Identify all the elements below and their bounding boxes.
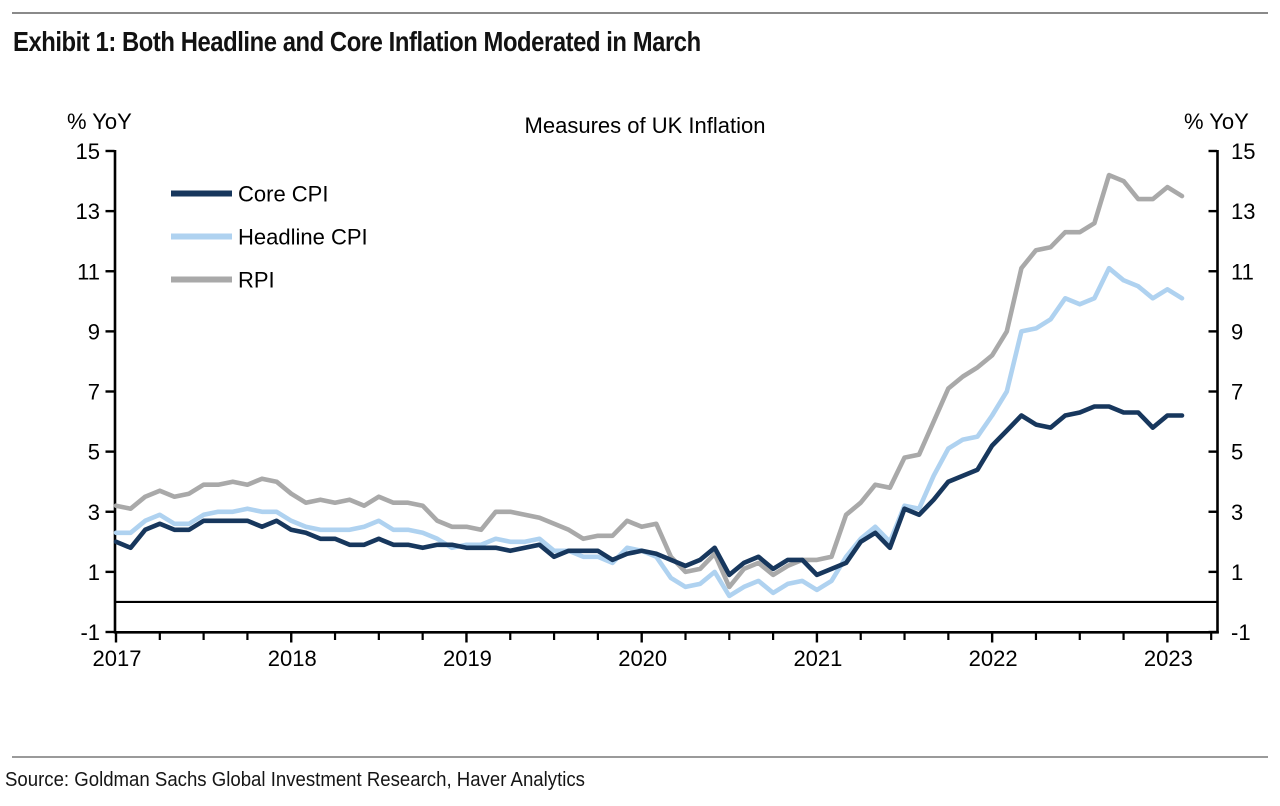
left-tick-label: 7 (88, 380, 100, 405)
legend-label-1: Headline CPI (238, 225, 368, 250)
legend-label-2: RPI (238, 268, 275, 293)
legend-label-0: Core CPI (238, 182, 328, 207)
left-tick-label: 3 (88, 500, 100, 525)
left-tick-label: 11 (77, 259, 100, 284)
right-tick-label: -1 (1231, 620, 1251, 645)
left-tick-label: 5 (88, 440, 100, 465)
year-label: 2017 (93, 646, 142, 671)
right-tick-label: 3 (1231, 500, 1243, 525)
year-label: 2022 (969, 646, 1018, 671)
right-tick-label: 15 (1231, 139, 1255, 164)
year-label: 2021 (793, 646, 842, 671)
left-tick-label: 15 (76, 139, 100, 164)
series-line-core-cpi (113, 404, 1185, 578)
year-label: 2023 (1144, 646, 1193, 671)
source-note: Source: Goldman Sachs Global Investment … (5, 769, 585, 791)
exhibit-title: Exhibit 1: Both Headline and Core Inflat… (13, 26, 701, 57)
chart-title: Measures of UK Inflation (525, 113, 766, 138)
right-axis-unit-label: % YoY (1184, 109, 1249, 134)
series-line-rpi (113, 172, 1185, 590)
right-tick-label: 13 (1231, 199, 1255, 224)
left-axis-unit-label: % YoY (67, 109, 132, 134)
year-label: 2020 (618, 646, 667, 671)
top-divider (12, 12, 1268, 14)
right-tick-label: 7 (1231, 380, 1243, 405)
bottom-divider (12, 756, 1268, 758)
series-line-headline-cpi (113, 265, 1185, 599)
left-tick-label: 1 (88, 560, 100, 585)
year-label: 2018 (268, 646, 317, 671)
left-tick-label: 9 (88, 319, 100, 344)
year-label: 2019 (443, 646, 492, 671)
right-tick-label: 9 (1231, 319, 1243, 344)
right-tick-label: 5 (1231, 440, 1243, 465)
left-tick-label: -1 (80, 620, 100, 645)
left-tick-label: 13 (76, 199, 100, 224)
right-tick-label: 11 (1231, 259, 1254, 284)
right-tick-label: 1 (1231, 560, 1243, 585)
